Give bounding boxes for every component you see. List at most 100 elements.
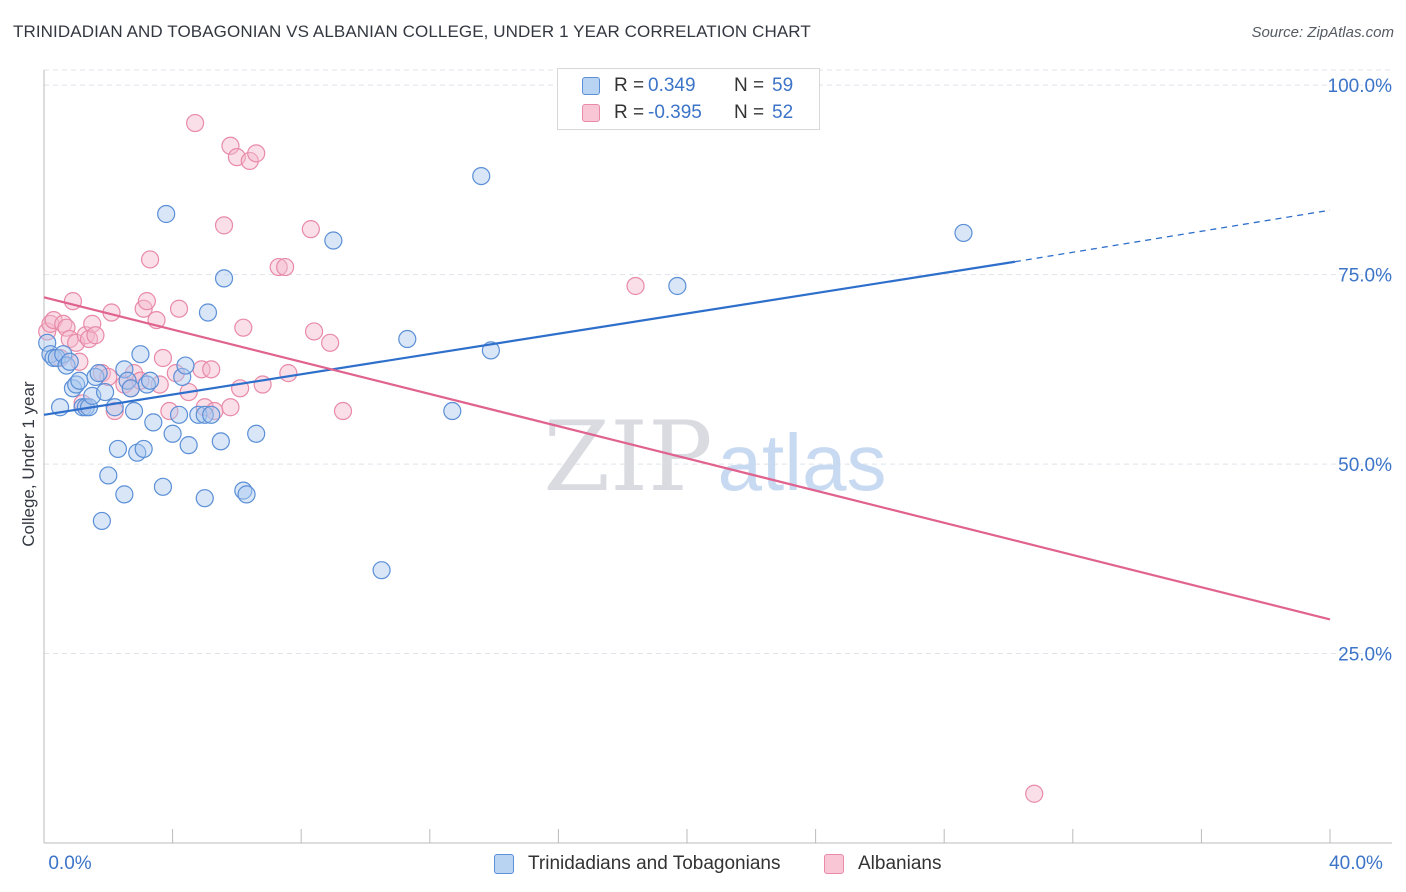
pink-point <box>247 144 266 163</box>
pink-point <box>214 216 234 235</box>
chart-title: TRINIDADIAN AND TOBAGONIAN VS ALBANIAN C… <box>13 22 811 41</box>
x-tick-label: 0.0% <box>48 853 91 874</box>
pink-point <box>1025 784 1044 803</box>
blue-point <box>195 489 214 508</box>
pink-point <box>234 318 253 337</box>
pink-point <box>140 250 160 269</box>
blue-point <box>121 379 140 398</box>
blue-point <box>60 352 79 371</box>
pink-point <box>240 151 259 171</box>
pink-point <box>269 257 288 277</box>
blue-point <box>247 424 266 443</box>
pink-trend-line <box>43 296 1331 621</box>
legend-n-value: 52 <box>772 102 794 123</box>
blue-point <box>163 424 182 443</box>
y-tick-label: 75.0% <box>1338 266 1392 287</box>
blue-point <box>140 371 160 390</box>
pink-point <box>626 276 645 296</box>
legend-row-albanian: R = -0.395 N = 52 <box>558 100 819 126</box>
axis-layer <box>43 70 1392 844</box>
y-tick-label: 50.0% <box>1338 455 1392 476</box>
blue-point <box>481 341 500 360</box>
blue-point <box>668 276 687 296</box>
watermark-atlas: atlas <box>718 418 887 507</box>
blue-point <box>198 303 218 322</box>
blue-point <box>54 345 73 364</box>
blue-point <box>38 333 57 352</box>
pink-point <box>169 299 189 318</box>
blue-point <box>214 269 234 288</box>
y-tick-label: 100.0% <box>1328 76 1393 97</box>
pink-point <box>279 364 298 383</box>
blue-point <box>115 360 134 379</box>
blue-point <box>324 231 343 250</box>
x-tick-label: 40.0% <box>1329 853 1383 874</box>
pink-point <box>221 136 240 155</box>
pink-point <box>202 360 221 379</box>
pink-point <box>137 292 156 311</box>
points-layer <box>38 113 1044 803</box>
legend-r-value: -0.395 <box>648 102 702 123</box>
y-tick-label: 25.0% <box>1338 645 1392 666</box>
pink-point <box>153 348 173 368</box>
source-label: Source: ZipAtlas.com <box>1251 24 1394 41</box>
blue-point <box>472 166 491 186</box>
label-layer: 25.0% 50.0% 75.0% 100.0% 0.0% 40.0% College, U… <box>19 76 1392 874</box>
pink-point <box>160 401 179 421</box>
blue-point <box>124 401 144 421</box>
legend-row-trinidadian: R = 0.349 N = 59 <box>558 73 819 99</box>
legend-n-label: N = <box>734 75 765 96</box>
pink-point <box>321 333 340 352</box>
bottom-legend-label: Trinidadians and Tobagonians <box>528 853 781 874</box>
blue-point <box>202 405 221 424</box>
blue-point <box>169 405 189 424</box>
bottom-legend-label: Albanians <box>858 853 942 874</box>
pink-point <box>86 326 105 345</box>
pink-point <box>304 322 324 341</box>
blue-point <box>237 485 256 504</box>
legend-r-value: 0.349 <box>648 75 696 96</box>
blue-point <box>105 398 124 417</box>
bottom-legend-swatch-blue <box>494 854 514 874</box>
blue-point <box>372 561 391 580</box>
blue-point <box>131 345 150 364</box>
blue-point <box>954 223 973 243</box>
pink-point <box>99 367 118 387</box>
pink-point <box>221 398 240 417</box>
legend-n-label: N = <box>734 102 765 123</box>
blue-point <box>70 371 89 390</box>
y-axis-label: College, Under 1 year <box>19 381 38 547</box>
bottom-legend-swatch-pink <box>824 854 844 874</box>
legend-n-value: 59 <box>772 75 794 96</box>
pink-point <box>333 401 353 421</box>
blue-point <box>89 364 108 383</box>
legend-swatch-pink <box>582 104 600 122</box>
pink-point <box>150 375 169 394</box>
pink-point <box>83 314 102 333</box>
blue-point <box>153 477 173 496</box>
blue-point <box>95 382 115 402</box>
legend-r-label: R = <box>614 75 645 96</box>
legend-r-label: R = <box>614 102 645 123</box>
blue-point <box>115 485 134 504</box>
blue-point <box>144 413 163 432</box>
trend-layer <box>43 209 1331 621</box>
blue-point <box>108 439 128 459</box>
blue-trend-extension <box>1014 209 1331 263</box>
pink-point <box>57 318 76 337</box>
pink-point <box>276 257 295 277</box>
blue-trend-line <box>43 260 1016 416</box>
watermark-zip: ZIP <box>543 401 712 513</box>
blue-point <box>99 466 118 485</box>
correlation-legend: R = 0.349 N = 59 R = -0.395 N = 52 <box>557 68 820 130</box>
blue-point <box>398 329 417 349</box>
watermark: ZIP atlas <box>543 401 886 513</box>
blue-point <box>173 367 192 387</box>
blue-point <box>195 405 214 424</box>
pink-point <box>195 398 214 417</box>
pink-point <box>301 220 320 239</box>
blue-point <box>92 511 111 531</box>
blue-point <box>134 439 153 459</box>
legend-swatch-blue <box>582 77 600 95</box>
